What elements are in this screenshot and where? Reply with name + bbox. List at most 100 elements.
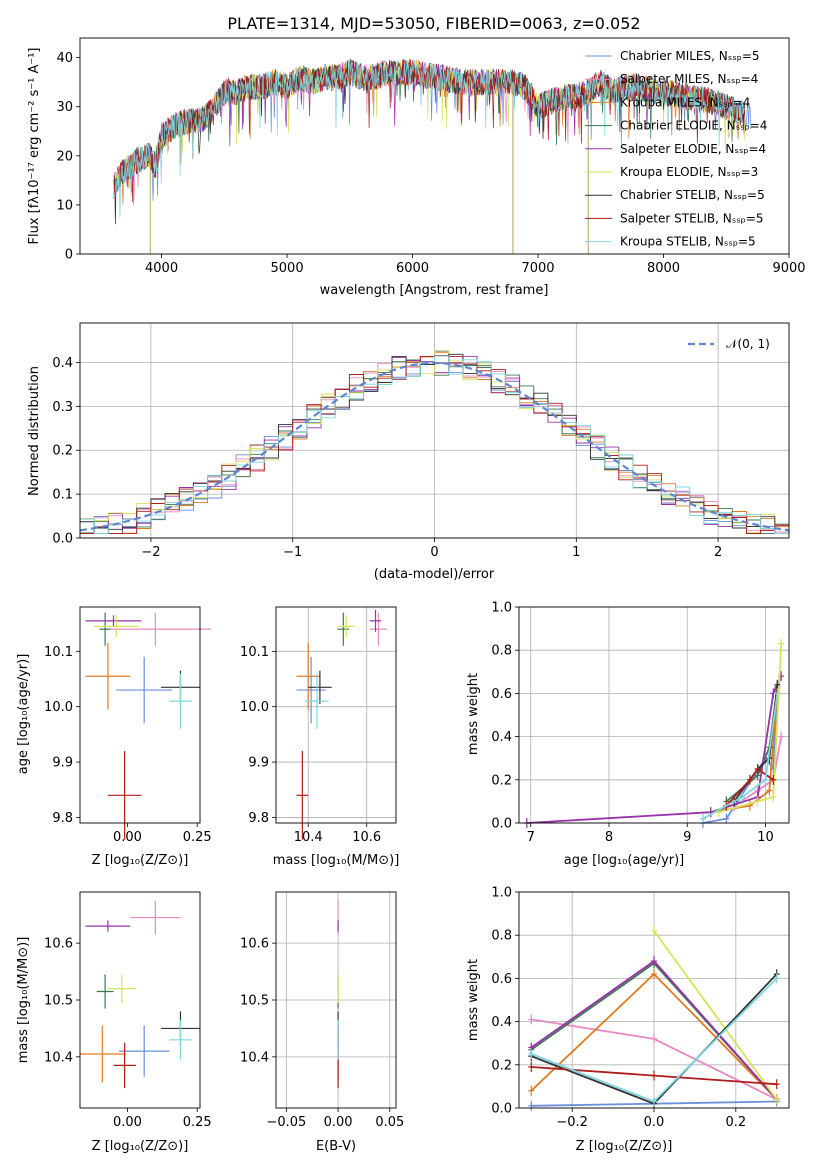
- axes-frame: [79, 891, 201, 1109]
- y-tick-label: 0: [65, 248, 73, 263]
- y-tick-label: 10.5: [44, 994, 73, 1009]
- y-tick-label: 0.2: [52, 444, 73, 459]
- spectrum-ylabel: Flux [fλ10⁻¹⁷ erg cm⁻² s⁻¹ A⁻¹]: [27, 48, 42, 245]
- y-tick-label: 10.1: [240, 645, 269, 660]
- x-tick-label: 5000: [271, 261, 304, 276]
- x-tick-label: 0.25: [183, 830, 212, 845]
- y-tick-label: 30: [56, 100, 73, 115]
- x-tick-label: 10.4: [294, 830, 323, 845]
- mass-vs-z-xlabel: Z [log₁₀(Z/Z⊙)]: [92, 1139, 189, 1154]
- axes-frame: [275, 891, 397, 1109]
- mass-weight-line: [718, 643, 783, 814]
- axes-frame: [79, 37, 790, 255]
- legend-entry: Chabrier ELODIE, Nₛₛₚ=4: [620, 119, 767, 133]
- x-tick-label: 0.00: [113, 830, 142, 845]
- legend-entry: Kroupa STELIB, Nₛₛₚ=5: [620, 235, 756, 249]
- y-tick-label: 10.4: [44, 1050, 73, 1065]
- x-tick-label: 1: [572, 545, 580, 560]
- y-tick-label: 0.4: [491, 1015, 512, 1030]
- mass-weight-line: [526, 675, 783, 824]
- x-tick-label: 2: [714, 545, 722, 560]
- histogram-series: [80, 351, 789, 535]
- y-tick-label: 0.8: [491, 929, 512, 944]
- legend-entry: Kroupa MILES, Nₛₛₚ=4: [620, 95, 750, 109]
- y-tick-label: 0.3: [52, 400, 73, 415]
- y-tick-label: 9.9: [52, 756, 73, 771]
- y-tick-label: 9.8: [248, 811, 269, 826]
- y-tick-label: 0.0: [491, 1102, 512, 1117]
- legend-entry: Chabrier MILES, Nₛₛₚ=5: [620, 49, 760, 63]
- axes-frame: [275, 606, 397, 824]
- age-vs-mass-panel: mass [log₁₀(M/M⊙)] 10.4 10.6 9.8 9.9 10.0 10.…: [240, 606, 400, 868]
- spectrum-panel: PLATE=1314, MJD=53050, FIBERID=0063, z=0…: [27, 14, 806, 298]
- mass-weight-line: [653, 930, 778, 1100]
- y-tick-label: 10.0: [240, 700, 269, 715]
- x-tick-label: 9000: [772, 261, 805, 276]
- mw-z-xlabel: Z [log₁₀(Z/Z⊙)]: [576, 1139, 673, 1154]
- y-tick-label: 10.5: [240, 994, 269, 1009]
- y-tick-label: 0.6: [491, 687, 512, 702]
- legend-entry: 𝒩(0, 1): [726, 337, 770, 351]
- spectrum-xlabel: wavelength [Angstrom, rest frame]: [320, 283, 549, 298]
- x-tick-label: 7000: [521, 261, 554, 276]
- mass-vs-ebv-xlabel: E(B-V): [316, 1139, 356, 1154]
- axes-frame: [79, 606, 201, 824]
- y-tick-label: 10.6: [44, 937, 73, 952]
- x-tick-label: 0.05: [375, 1115, 404, 1130]
- legend-entry: Chabrier STELIB, Nₛₛₚ=5: [620, 188, 765, 202]
- y-tick-label: 9.8: [52, 811, 73, 826]
- x-tick-label: 0.0: [644, 1115, 665, 1130]
- legend-entry: Salpeter MILES, Nₛₛₚ=4: [620, 72, 758, 86]
- x-tick-label: −0.2: [556, 1115, 588, 1130]
- age-vs-z-panel: Z [log₁₀(Z/Z⊙)] age [log₁₀(age/yr)] 0.00…: [16, 606, 212, 868]
- residuals-xlabel: (data-model)/error: [374, 567, 495, 582]
- residuals-ylabel: Normed distribution: [27, 366, 42, 496]
- x-tick-label: −2: [141, 545, 160, 560]
- y-tick-label: 20: [56, 149, 73, 164]
- residuals-panel: (data-model)/error Normed distribution −…: [27, 322, 790, 582]
- x-tick-label: 8000: [647, 261, 680, 276]
- x-tick-label: 0.2: [725, 1115, 746, 1130]
- axes-frame: [79, 322, 790, 539]
- spectrum-title: PLATE=1314, MJD=53050, FIBERID=0063, z=0…: [227, 14, 640, 33]
- axes-frame: [518, 891, 790, 1109]
- y-tick-label: 0.8: [491, 644, 512, 659]
- x-tick-label: 9: [683, 830, 691, 845]
- y-tick-label: 0.0: [491, 817, 512, 832]
- y-tick-label: 1.0: [491, 886, 512, 901]
- y-tick-label: 0.0: [52, 532, 73, 547]
- mass-weight-vs-z-panel: Z [log₁₀(Z/Z⊙)] mass weight −0.2 0.0 0.2 0.…: [466, 886, 790, 1154]
- y-tick-label: 10.6: [240, 937, 269, 952]
- x-tick-label: 0.25: [183, 1115, 212, 1130]
- mass-weight-vs-age-panel: age [log₁₀(age/yr)] mass weight 7 8 9 10 0.0…: [466, 601, 790, 868]
- y-tick-label: 0.6: [491, 972, 512, 987]
- y-tick-label: 0.1: [52, 488, 73, 503]
- spectrum-series-line: [113, 59, 745, 218]
- age-vs-z-ylabel: age [log₁₀(age/yr)]: [16, 654, 31, 775]
- legend-entry: Kroupa ELODIE, Nₛₛₚ=3: [620, 165, 758, 179]
- y-tick-label: 10.4: [240, 1050, 269, 1065]
- gaussian-curve: [79, 361, 790, 532]
- mass-vs-z-ylabel: mass [log₁₀(M/M⊙)]: [16, 937, 31, 1064]
- x-tick-label: 10.6: [352, 830, 381, 845]
- mw-age-xlabel: age [log₁₀(age/yr)]: [564, 853, 685, 868]
- x-tick-label: −1: [283, 545, 302, 560]
- y-tick-label: 0.4: [52, 356, 73, 371]
- y-tick-label: 0.2: [491, 773, 512, 788]
- x-tick-label: 10: [757, 830, 774, 845]
- y-tick-label: 10.0: [44, 700, 73, 715]
- x-tick-label: 0: [430, 545, 438, 560]
- x-tick-label: 7: [527, 830, 535, 845]
- age-vs-mass-xlabel: mass [log₁₀(M/M⊙)]: [273, 853, 400, 868]
- y-tick-label: 10.1: [44, 645, 73, 660]
- mw-z-ylabel: mass weight: [466, 959, 481, 1041]
- age-vs-z-xlabel: Z [log₁₀(Z/Z⊙)]: [92, 853, 189, 868]
- y-tick-label: 40: [56, 51, 73, 66]
- y-tick-label: 10: [56, 198, 73, 213]
- axes-frame: [518, 606, 790, 824]
- y-tick-label: 9.9: [248, 756, 269, 771]
- legend-entry: Salpeter ELODIE, Nₛₛₚ=4: [620, 142, 766, 156]
- legend-entry: Salpeter STELIB, Nₛₛₚ=5: [620, 211, 764, 225]
- mass-weight-line: [702, 693, 779, 820]
